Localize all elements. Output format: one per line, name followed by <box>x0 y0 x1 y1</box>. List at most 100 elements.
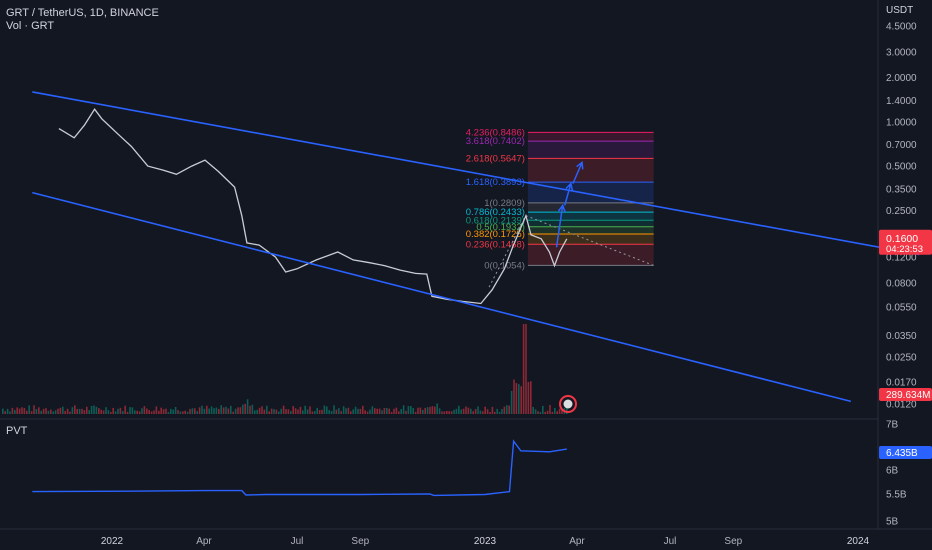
volume-bar <box>318 410 321 414</box>
volume-bar <box>400 408 402 414</box>
volume-bar <box>309 406 311 414</box>
volume-bar <box>268 411 270 414</box>
volume-bar <box>273 409 275 414</box>
volume-bar <box>165 408 167 414</box>
volume-bar <box>282 405 285 414</box>
volume-bar <box>513 379 515 414</box>
fib-level-label: 0.786(0.2433) <box>466 207 525 218</box>
volume-bar <box>306 409 309 414</box>
volume-bar <box>354 406 357 414</box>
volume-bar <box>129 407 131 414</box>
volume-bar <box>479 410 482 414</box>
volume-bar <box>470 408 472 414</box>
volume-bar <box>496 408 498 414</box>
volume-bar <box>561 408 563 414</box>
fib-zone <box>527 158 654 183</box>
volume-bar <box>302 410 304 414</box>
volume-bar <box>134 410 136 414</box>
volume-bar <box>520 386 522 414</box>
volume-bar <box>453 409 455 414</box>
volume-bar <box>542 405 544 414</box>
volume-bar <box>287 409 290 414</box>
volume-bar <box>81 408 83 414</box>
volume-bar <box>143 406 146 414</box>
volume-bar <box>52 411 54 414</box>
volume-bar <box>297 409 299 414</box>
volume-bar <box>93 405 95 414</box>
volume-bar <box>328 410 330 414</box>
price-tick-label: 0.7000 <box>886 140 917 151</box>
volume-bar <box>525 324 527 414</box>
fib-level-label: 1(0.2809) <box>484 198 525 209</box>
volume-value: 289.634M <box>886 390 930 401</box>
pvt-value: 6.435B <box>886 448 918 459</box>
volume-bar <box>506 405 508 414</box>
volume-bar <box>9 411 11 414</box>
volume-bar <box>410 406 412 414</box>
volume-bar <box>50 409 52 414</box>
volume-bar <box>215 407 218 414</box>
volume-bar <box>2 408 4 414</box>
volume-bar <box>316 407 318 414</box>
fibonacci-retracement: 0(0.1054) 0.236(0.1468)0.382(0.1725)0.5(0… <box>466 127 654 288</box>
volume-bar <box>59 407 62 414</box>
volume-bar <box>170 408 172 414</box>
volume-bar <box>290 411 292 414</box>
fib-zone <box>527 141 654 159</box>
time-tick-label: Apr <box>569 536 585 547</box>
volume-bar <box>90 405 93 414</box>
projection-arrow-head <box>557 203 566 213</box>
volume-bar <box>446 410 448 414</box>
volume-bar <box>436 403 438 414</box>
volume-bar <box>458 405 460 414</box>
pvt-line <box>32 439 567 497</box>
volume-bar <box>503 406 506 414</box>
volume-bar <box>258 407 261 414</box>
volume-bar <box>510 390 513 414</box>
volume-bar <box>477 406 479 414</box>
volume-bar <box>546 410 549 414</box>
projection-arrow-shaft <box>572 162 583 184</box>
volume-bar <box>254 410 256 414</box>
volume-bar <box>486 409 489 414</box>
volume-bar <box>501 408 503 414</box>
volume-bar <box>95 406 98 414</box>
projection-arrow-head <box>576 160 584 170</box>
volume-bar <box>330 411 333 414</box>
volume-bar <box>518 384 520 414</box>
volume-bar <box>378 408 381 414</box>
volume-bar <box>45 408 47 414</box>
volume-bar <box>326 406 328 414</box>
volume-bar <box>150 411 153 414</box>
volume-bar <box>539 411 542 414</box>
volume-bar <box>160 407 162 414</box>
fib-level-label: 0.382(0.1725) <box>466 229 525 240</box>
volume-bar <box>417 407 419 414</box>
volume-bar <box>566 407 568 414</box>
volume-bar <box>280 408 282 414</box>
volume-bar <box>62 406 64 414</box>
volume-bar <box>338 408 340 414</box>
volume-bar <box>366 411 369 414</box>
volume-bar <box>321 409 323 414</box>
fib-zone <box>527 202 654 213</box>
volume-bar <box>196 411 198 414</box>
volume-bar <box>110 411 112 414</box>
last-price-badge <box>879 229 932 255</box>
volume-bar <box>270 408 273 414</box>
price-tick-label: 4.5000 <box>886 22 917 33</box>
volume-bar <box>381 410 383 414</box>
volume-bar <box>184 410 186 414</box>
volume-bar <box>69 411 71 414</box>
volume-bar <box>522 324 525 414</box>
volume-bar <box>42 408 45 414</box>
volume-bar <box>141 408 143 414</box>
time-tick-label: Jul <box>291 536 304 547</box>
pvt-tick-label: 5.5B <box>886 490 907 501</box>
volume-bar <box>364 410 366 414</box>
volume-bar <box>26 410 28 414</box>
volume-bar <box>21 407 23 414</box>
volume-bar <box>102 410 105 414</box>
